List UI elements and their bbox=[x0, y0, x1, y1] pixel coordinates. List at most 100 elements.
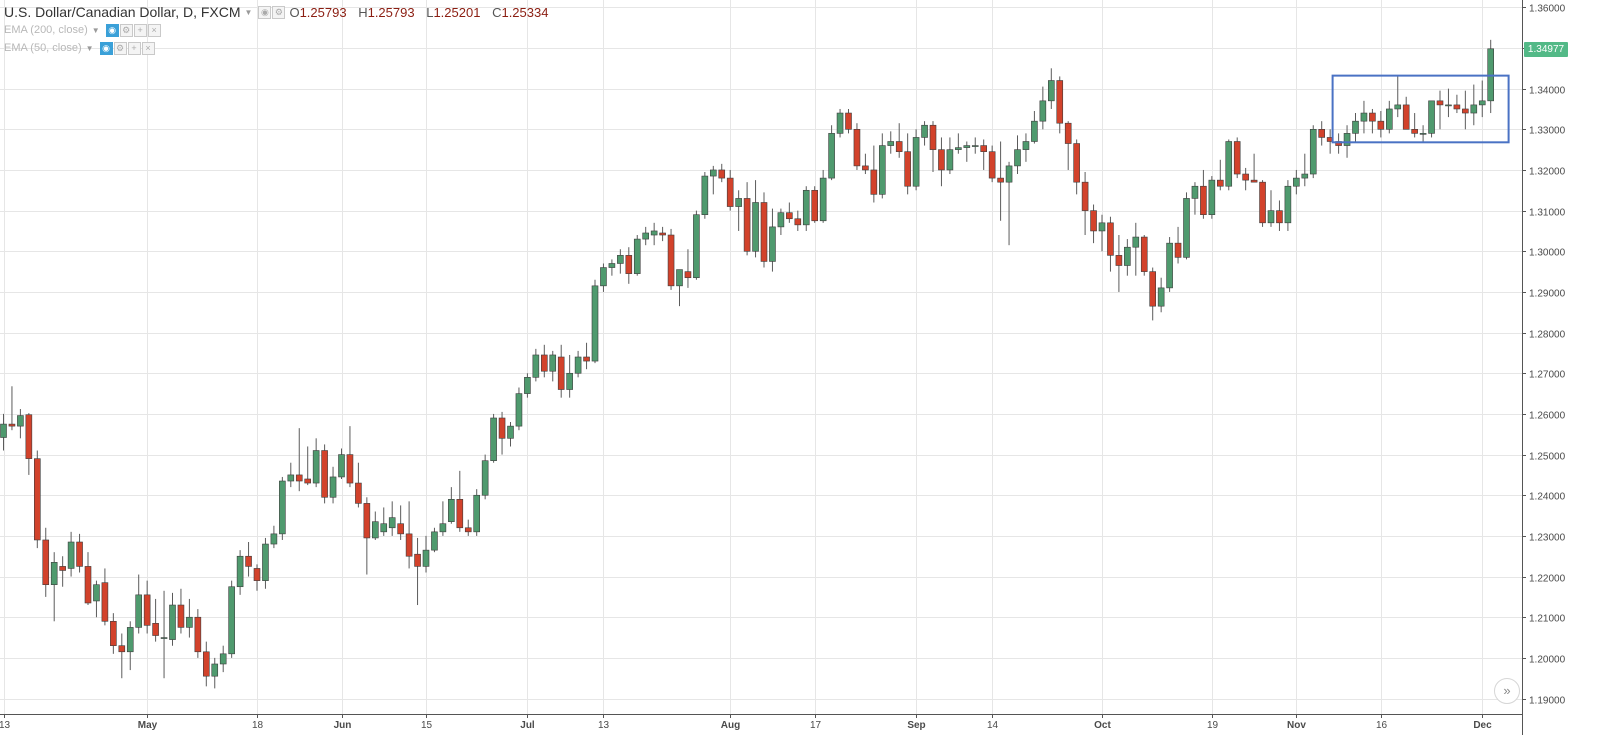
candle-body-down bbox=[1090, 210, 1097, 232]
candle bbox=[591, 279, 599, 364]
candle-body-down bbox=[152, 623, 159, 636]
candle-body-up bbox=[617, 255, 624, 264]
candle bbox=[1309, 125, 1317, 179]
candle bbox=[853, 123, 861, 170]
candle bbox=[8, 386, 16, 431]
candle bbox=[515, 387, 523, 431]
settings-icon[interactable]: ⚙ bbox=[272, 5, 286, 19]
close-icon[interactable]: × bbox=[141, 41, 155, 55]
y-tick-label: 1.36000 bbox=[1529, 4, 1566, 15]
candle bbox=[760, 192, 768, 268]
indicator-label[interactable]: EMA (50, close) bbox=[4, 42, 82, 54]
candle-body-down bbox=[363, 503, 371, 539]
candle-body-up bbox=[329, 476, 337, 498]
candle bbox=[1386, 100, 1393, 134]
eye-icon[interactable]: ◉ bbox=[258, 5, 272, 19]
eye-icon[interactable]: ◉ bbox=[99, 41, 113, 55]
scroll-to-realtime-button[interactable]: » bbox=[1494, 678, 1520, 704]
eye-icon[interactable]: ◉ bbox=[105, 23, 119, 37]
candle-body-down bbox=[498, 417, 506, 439]
candle bbox=[228, 580, 235, 658]
settings-icon[interactable]: ⚙ bbox=[113, 41, 127, 55]
candle-body-up bbox=[1124, 246, 1131, 266]
y-tick-label: 1.28000 bbox=[1529, 330, 1566, 341]
candle-body-up bbox=[819, 177, 827, 222]
indicator-row-ema200: EMA (200, close) ▼ ◉ ⚙ + × bbox=[4, 21, 548, 39]
plus-icon[interactable]: + bbox=[133, 23, 147, 37]
settings-icon[interactable]: ⚙ bbox=[119, 23, 133, 37]
candle-body-down bbox=[8, 423, 16, 427]
high-key: H bbox=[358, 4, 368, 20]
candle-body-up bbox=[287, 474, 295, 482]
candle-body-down bbox=[988, 151, 996, 179]
low-value: 1.25201 bbox=[433, 4, 481, 20]
candle bbox=[709, 165, 717, 195]
candle-body-up bbox=[1386, 108, 1393, 130]
candle bbox=[811, 186, 819, 223]
symbol-row: U.S. Dollar/Canadian Dollar, D, FXCM ▼ ◉… bbox=[4, 3, 548, 21]
candle bbox=[836, 108, 844, 138]
x-tick-label: May bbox=[138, 720, 158, 731]
candle bbox=[718, 163, 726, 183]
candle-body-down bbox=[42, 539, 50, 585]
close-icon[interactable]: × bbox=[147, 23, 161, 37]
candle-body-up bbox=[1048, 80, 1055, 102]
indicator-caret-icon[interactable]: ▼ bbox=[85, 43, 94, 53]
candle-body-up bbox=[912, 137, 920, 187]
indicator-caret-icon[interactable]: ▼ bbox=[91, 25, 100, 35]
candle bbox=[1022, 133, 1030, 162]
candle-body-up bbox=[473, 494, 481, 533]
indicator-label[interactable]: EMA (200, close) bbox=[4, 24, 88, 36]
x-tick-label: 13 bbox=[0, 720, 10, 731]
candle bbox=[1174, 226, 1182, 264]
candle-body-down bbox=[929, 124, 937, 150]
candle bbox=[507, 422, 514, 447]
candle bbox=[59, 556, 66, 587]
candle bbox=[1250, 153, 1258, 183]
candle-body-up bbox=[50, 562, 58, 585]
candle bbox=[219, 645, 227, 673]
candle-body-down bbox=[811, 189, 819, 222]
candle bbox=[1157, 277, 1165, 313]
open-key: O bbox=[289, 4, 300, 20]
symbol-controls: ◉ ⚙ bbox=[258, 5, 286, 19]
candle-body-down bbox=[1250, 179, 1258, 183]
y-tick-label: 1.24000 bbox=[1529, 492, 1566, 503]
candle bbox=[921, 121, 928, 146]
candle-body-down bbox=[1107, 222, 1114, 256]
candle bbox=[321, 444, 328, 504]
candle bbox=[540, 344, 548, 378]
candle-body-down bbox=[397, 523, 404, 535]
candle bbox=[42, 527, 50, 597]
candle-body-up bbox=[524, 377, 531, 394]
candle-body-down bbox=[1436, 100, 1444, 106]
candle-body-up bbox=[549, 354, 557, 372]
candle bbox=[1140, 235, 1148, 276]
candle bbox=[270, 525, 278, 549]
candle-body-up bbox=[946, 149, 954, 171]
candle-body-down bbox=[1115, 255, 1123, 266]
symbol-title[interactable]: U.S. Dollar/Canadian Dollar, D, FXCM bbox=[4, 4, 241, 20]
candle-body-down bbox=[1217, 179, 1224, 187]
candle bbox=[76, 533, 83, 573]
candle bbox=[1402, 96, 1410, 130]
candle-body-up bbox=[828, 133, 835, 179]
candle-body-down bbox=[253, 568, 261, 581]
plus-icon[interactable]: + bbox=[127, 41, 141, 55]
candle-body-down bbox=[1149, 271, 1156, 307]
y-tick-label: 1.30000 bbox=[1529, 248, 1566, 259]
candle-body-down bbox=[625, 255, 633, 274]
candle-body-up bbox=[186, 616, 193, 628]
symbol-caret-icon[interactable]: ▼ bbox=[244, 7, 253, 17]
candle-body-up bbox=[1360, 112, 1368, 122]
candle-body-up bbox=[1352, 120, 1359, 134]
candle-body-down bbox=[583, 356, 590, 362]
candle-body-up bbox=[448, 499, 455, 522]
candle-body-down bbox=[1081, 181, 1089, 211]
candle-body-down bbox=[346, 454, 354, 484]
candle-body-down bbox=[33, 458, 41, 541]
candle-body-up bbox=[270, 533, 278, 545]
candle bbox=[1191, 182, 1199, 215]
candle bbox=[1470, 84, 1478, 126]
